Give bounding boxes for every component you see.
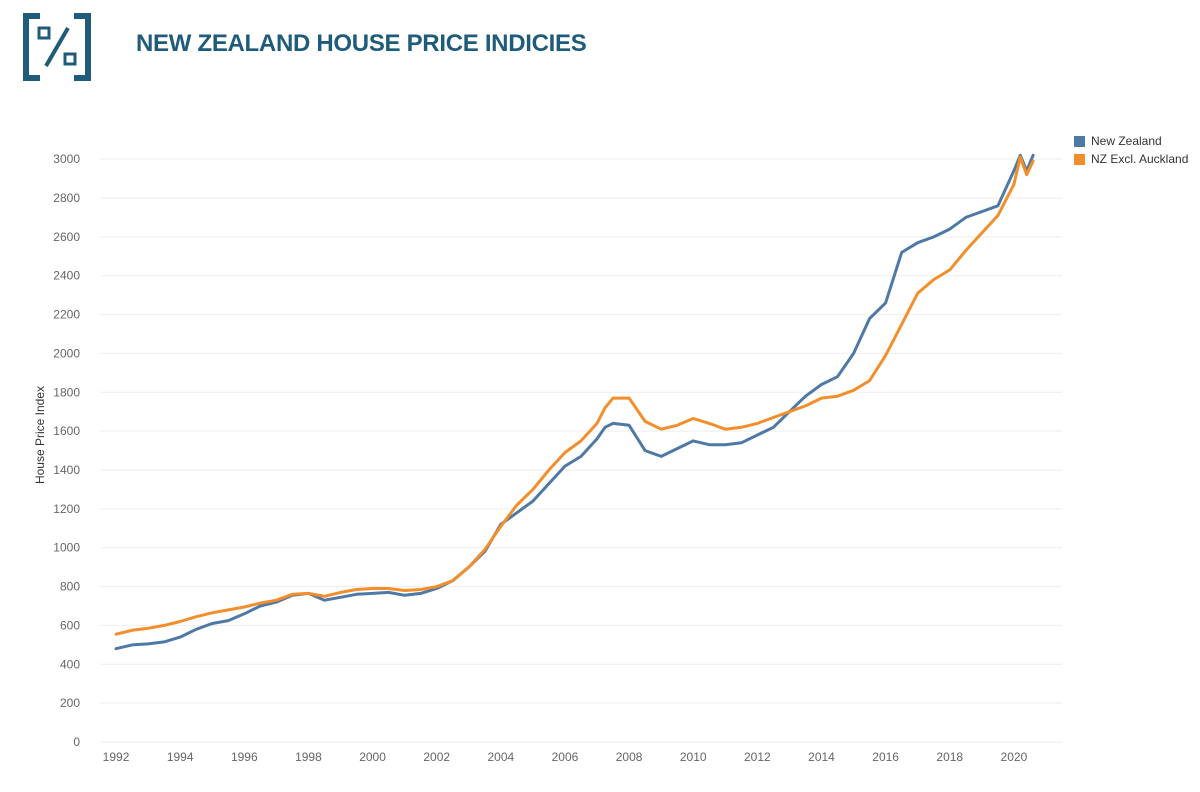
y-tick-label: 2000 <box>53 346 80 360</box>
y-tick-label: 1400 <box>53 463 80 477</box>
x-tick-label: 2000 <box>359 750 386 764</box>
y-tick-label: 3000 <box>53 152 80 166</box>
y-tick-label: 1800 <box>53 385 80 399</box>
x-tick-label: 1998 <box>295 750 322 764</box>
x-tick-label: 2008 <box>616 750 643 764</box>
legend-label: NZ Excl. Auckland <box>1091 152 1189 166</box>
y-tick-label: 2400 <box>53 269 80 283</box>
x-tick-label: 2002 <box>423 750 450 764</box>
x-tick-label: 2012 <box>744 750 771 764</box>
y-axis-label: House Price Index <box>33 386 47 484</box>
gridlines <box>100 158 1062 743</box>
series-lines <box>114 153 1035 651</box>
x-axis-ticks: 1992 1994 1996 1998 2000 2002 2004 2006 2008 2010… <box>103 750 1028 764</box>
legend-item-nz-excl-auckland[interactable]: NZ Excl. Auckland <box>1074 150 1188 168</box>
x-tick-label: 2018 <box>936 750 963 764</box>
legend-item-new-zealand[interactable]: New Zealand <box>1074 132 1188 150</box>
x-tick-label: 2016 <box>872 750 899 764</box>
x-tick-label: 2014 <box>808 750 835 764</box>
legend-swatch <box>1074 153 1085 165</box>
y-tick-label: 2600 <box>53 230 80 244</box>
y-tick-label: 200 <box>60 696 80 710</box>
x-tick-label: 2010 <box>680 750 707 764</box>
y-tick-label: 400 <box>60 657 80 671</box>
x-tick-label: 2006 <box>552 750 579 764</box>
y-tick-label: 1000 <box>53 541 80 555</box>
series-line-nz-excl-auckland <box>114 155 1035 636</box>
x-tick-label: 1992 <box>103 750 130 764</box>
x-tick-label: 1994 <box>167 750 194 764</box>
x-tick-label: 2004 <box>487 750 514 764</box>
y-tick-label: 1600 <box>53 424 80 438</box>
x-tick-label: 1996 <box>231 750 258 764</box>
series-line-new-zealand <box>114 153 1035 651</box>
legend-label: New Zealand <box>1091 134 1162 148</box>
y-tick-label: 800 <box>60 580 80 594</box>
percent-box-icon <box>23 13 91 81</box>
x-tick-label: 2020 <box>1001 750 1028 764</box>
y-tick-label: 600 <box>60 618 80 632</box>
y-tick-label: 1200 <box>53 502 80 516</box>
y-tick-label: 2200 <box>53 308 80 322</box>
page-title: NEW ZEALAND HOUSE PRICE INDICIES <box>136 30 587 57</box>
y-tick-label: 0 <box>73 735 80 749</box>
y-axis-ticks: 0 200 400 600 800 1000 1200 1400 1600 1800 2000 220… <box>53 152 80 749</box>
legend-swatch <box>1074 135 1085 147</box>
y-tick-label: 2800 <box>53 191 80 205</box>
legend: New Zealand NZ Excl. Auckland <box>1074 132 1188 168</box>
